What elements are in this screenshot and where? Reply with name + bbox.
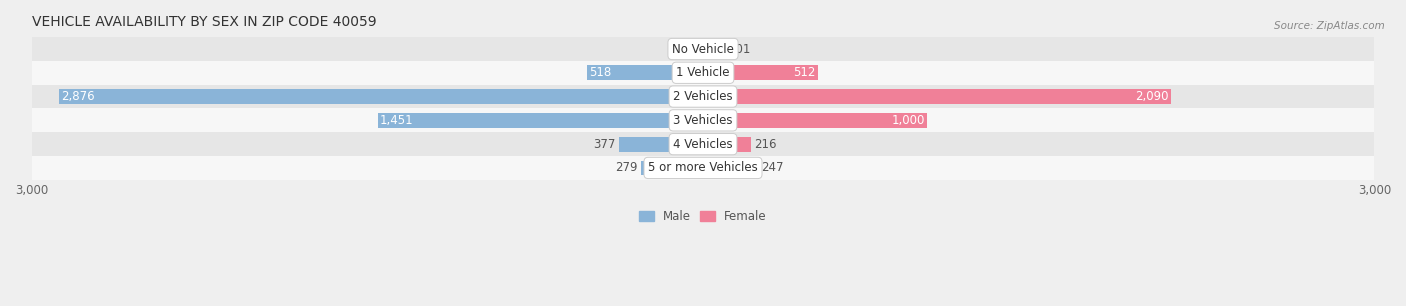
Text: No Vehicle: No Vehicle	[672, 43, 734, 55]
Bar	[703, 42, 725, 56]
Text: 2,090: 2,090	[1136, 90, 1168, 103]
Text: 101: 101	[728, 43, 751, 55]
Bar	[703, 113, 927, 128]
Text: VEHICLE AVAILABILITY BY SEX IN ZIP CODE 40059: VEHICLE AVAILABILITY BY SEX IN ZIP CODE …	[31, 15, 377, 29]
Text: 5 or more Vehicles: 5 or more Vehicles	[648, 162, 758, 174]
Bar	[703, 89, 1171, 104]
Bar	[699, 42, 703, 56]
Bar	[31, 85, 1375, 108]
Text: 1,000: 1,000	[891, 114, 925, 127]
Bar	[588, 65, 703, 80]
Bar	[703, 137, 751, 151]
Text: 3 Vehicles: 3 Vehicles	[673, 114, 733, 127]
Bar	[31, 37, 1375, 61]
Text: 18: 18	[682, 43, 696, 55]
Text: 1 Vehicle: 1 Vehicle	[676, 66, 730, 79]
Legend: Male, Female: Male, Female	[634, 206, 772, 228]
Bar	[641, 161, 703, 175]
Bar	[703, 65, 817, 80]
Bar	[31, 61, 1375, 85]
Text: Source: ZipAtlas.com: Source: ZipAtlas.com	[1274, 21, 1385, 32]
Bar	[619, 137, 703, 151]
Bar	[31, 108, 1375, 132]
Bar	[59, 89, 703, 104]
Text: 2,876: 2,876	[62, 90, 94, 103]
Text: 2 Vehicles: 2 Vehicles	[673, 90, 733, 103]
Text: 279: 279	[616, 162, 638, 174]
Text: 4 Vehicles: 4 Vehicles	[673, 138, 733, 151]
Text: 247: 247	[761, 162, 783, 174]
Bar	[703, 161, 758, 175]
Bar	[31, 132, 1375, 156]
Text: 1,451: 1,451	[380, 114, 413, 127]
Text: 512: 512	[793, 66, 815, 79]
Bar	[378, 113, 703, 128]
Text: 216: 216	[754, 138, 776, 151]
Text: 377: 377	[593, 138, 616, 151]
Bar	[31, 156, 1375, 180]
Text: 518: 518	[589, 66, 612, 79]
